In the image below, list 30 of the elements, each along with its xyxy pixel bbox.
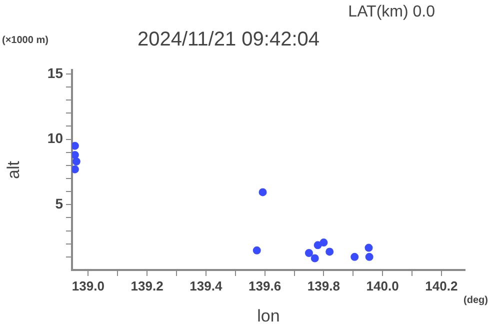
point	[304, 249, 313, 258]
x-tick-label: 139.4	[190, 278, 223, 294]
x-tick-label: 139.6	[248, 278, 282, 294]
y-tick-label: 15	[47, 64, 64, 81]
point	[326, 248, 334, 256]
point	[72, 158, 80, 166]
point	[72, 142, 79, 150]
y-axis-title: alt	[4, 160, 23, 179]
chart-title: 2024/11/21 09:42:04	[137, 28, 320, 51]
point	[252, 246, 261, 254]
point	[72, 165, 79, 174]
x-tick-label: 140.2	[425, 278, 458, 294]
point	[320, 238, 328, 247]
x-tick-label: 139.0	[72, 278, 104, 294]
y-tick-label: 5	[55, 196, 64, 212]
point	[72, 150, 79, 159]
text: (deg)	[464, 294, 488, 306]
x-tick-label: 139.8	[307, 278, 340, 294]
point	[365, 252, 374, 261]
point	[364, 244, 373, 252]
x-axis-title: lon	[257, 306, 280, 326]
x-tick-label: 139.2	[130, 278, 164, 294]
point	[350, 252, 359, 261]
y-tick-label: 10	[47, 130, 64, 146]
point	[310, 254, 319, 262]
x-tick-label: 140.0	[366, 278, 399, 294]
point	[314, 241, 322, 250]
text: (×1000 m)	[2, 34, 48, 46]
chart-subtitle: LAT(km) 0.0	[348, 3, 436, 20]
point	[258, 188, 267, 196]
